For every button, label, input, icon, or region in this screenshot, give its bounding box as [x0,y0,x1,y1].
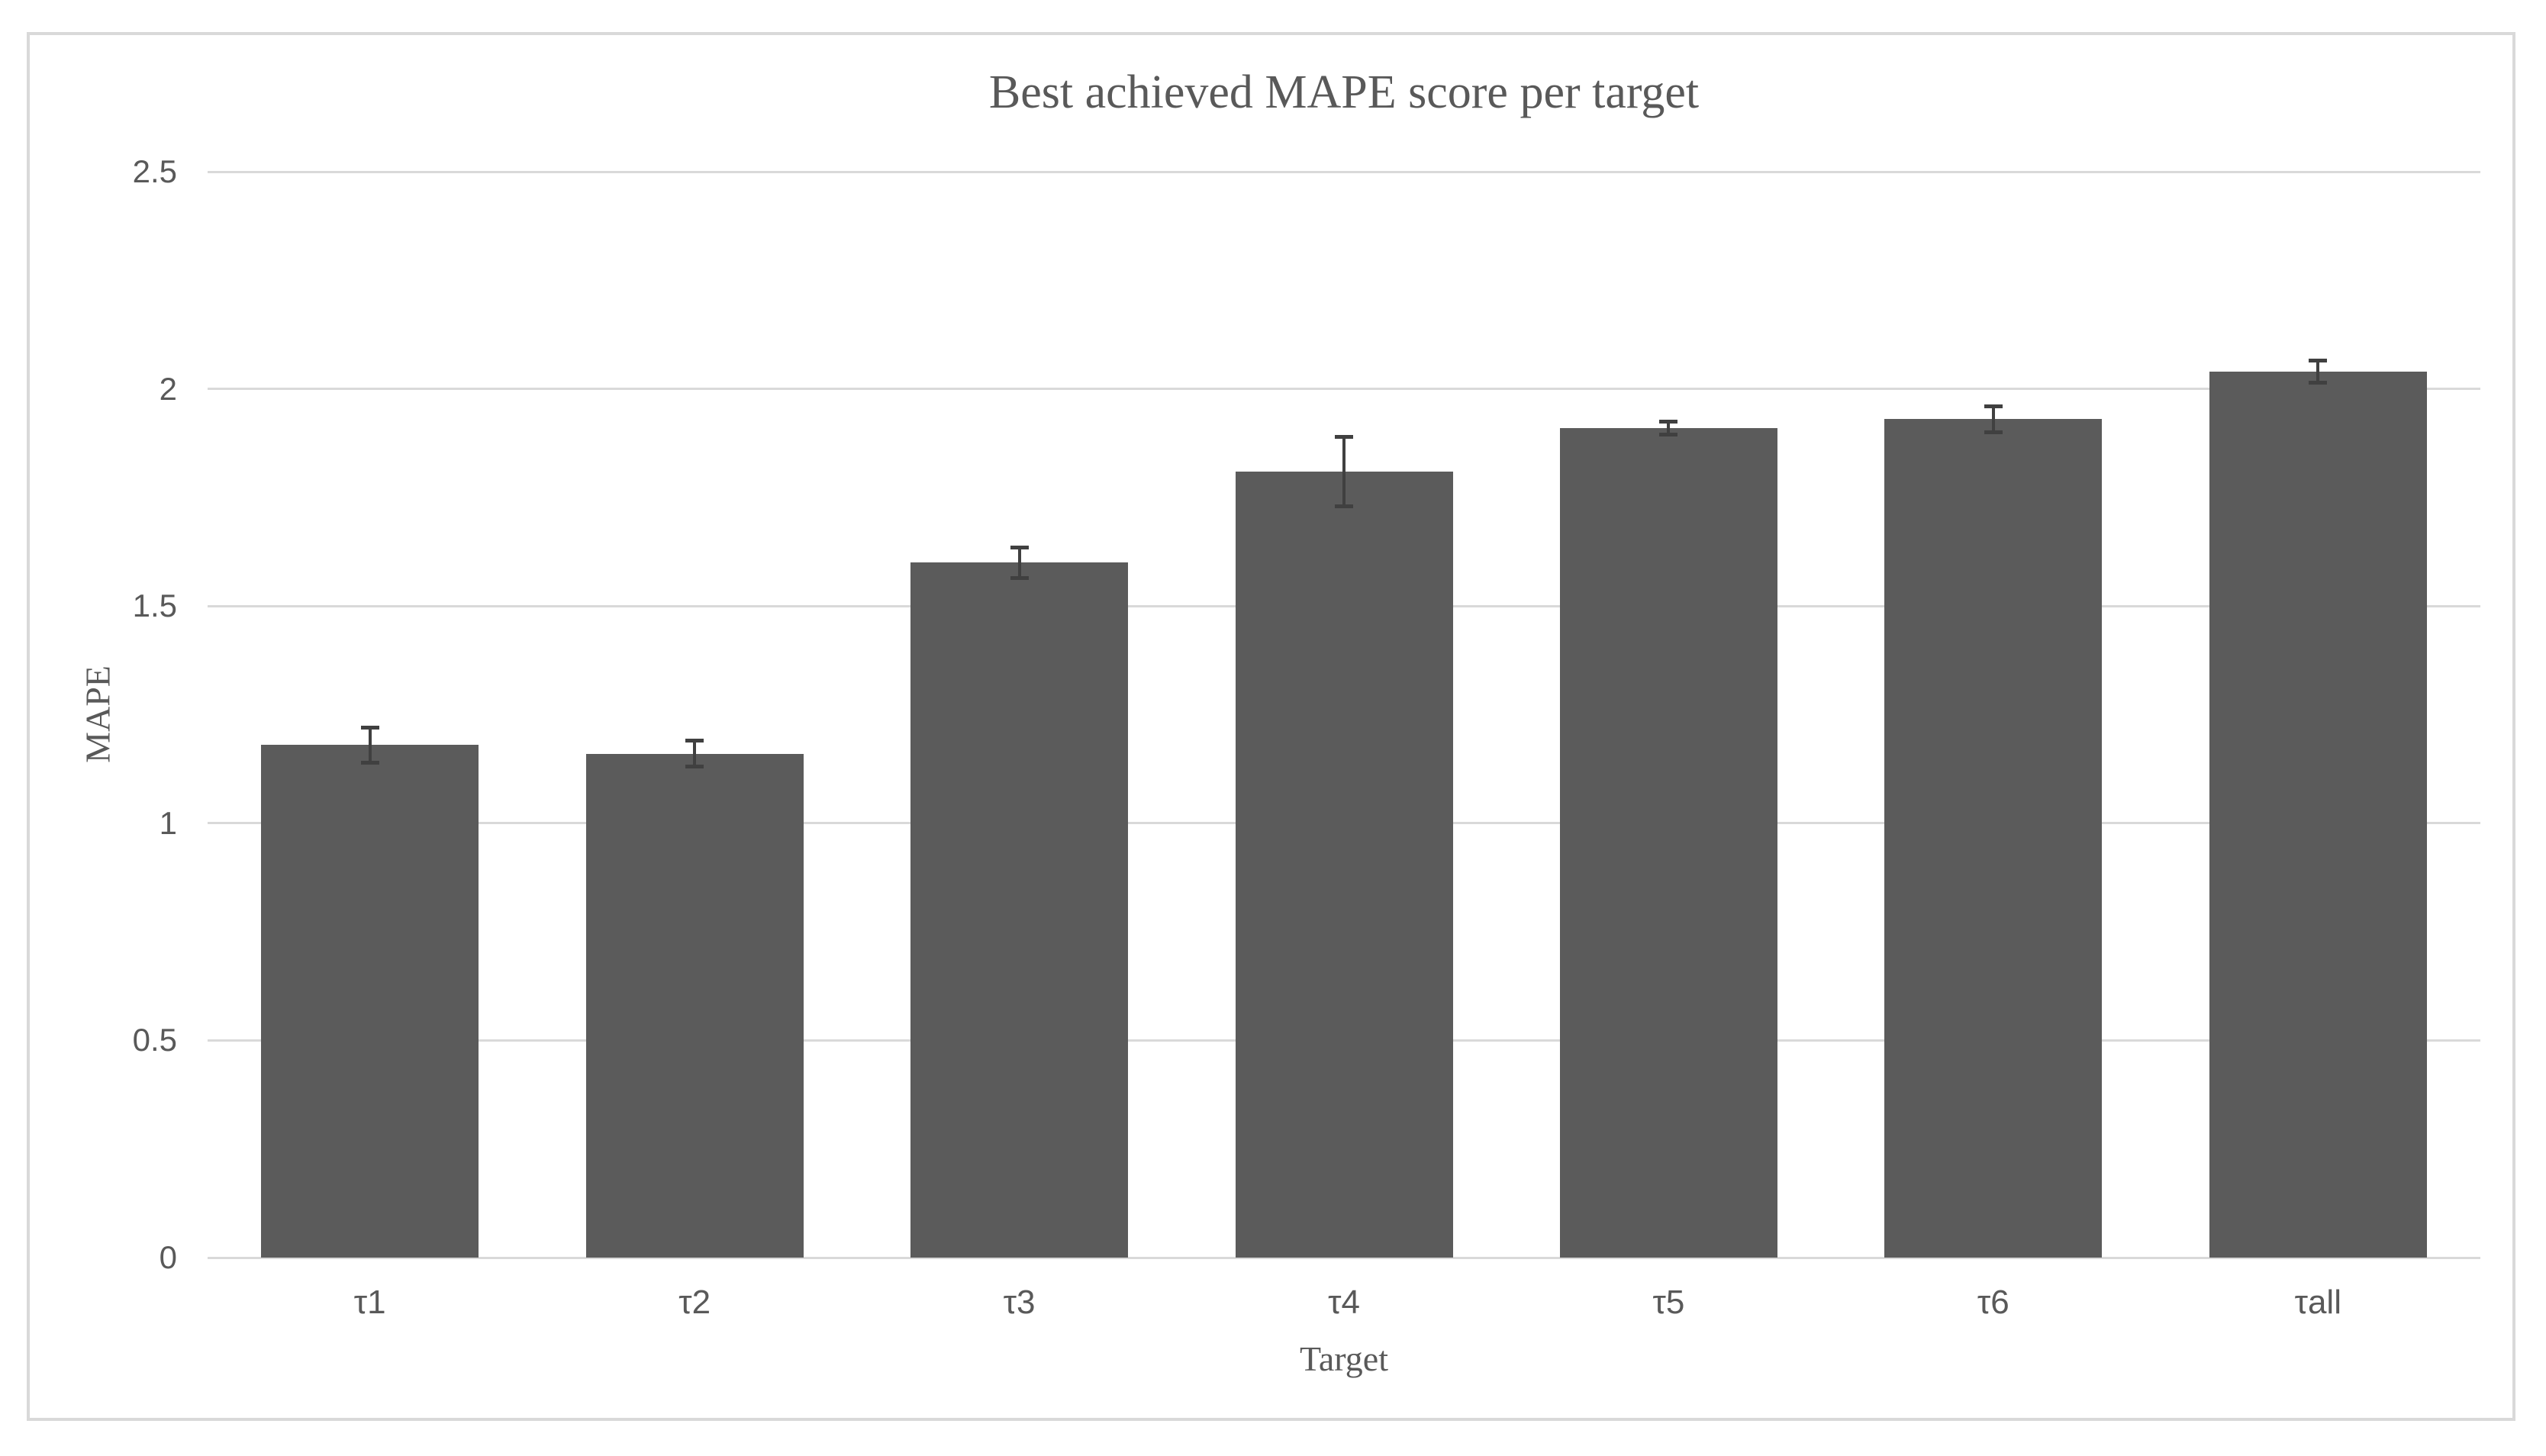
error-bar-cap-bottom-tau-5 [1659,432,1678,436]
error-bar-cap-top-tau-2 [685,739,704,743]
x-tick-label-tau-all: τall [2294,1284,2341,1321]
x-tick-label-tau-1: τ1 [353,1284,386,1321]
bar-tau-5 [1559,427,1777,1258]
error-bar-tau-1 [368,727,372,763]
y-tick-label-2: 2 [159,370,177,407]
y-tick-label-0: 0 [159,1239,177,1275]
error-bar-cap-top-tau-all [2309,359,2328,363]
error-bar-cap-bottom-tau-all [2309,380,2328,385]
error-bar-tau-2 [693,740,697,767]
error-bar-tau-4 [1342,436,1346,507]
gridline-y-2 [208,388,2480,391]
x-tick-label-tau-3: τ3 [1003,1284,1036,1321]
gridline-y-2.5 [208,170,2480,173]
error-bar-cap-bottom-tau-3 [1010,575,1029,580]
error-bar-tau-6 [1991,406,1995,433]
error-bar-cap-top-tau-6 [1984,404,2003,408]
x-axis-title: Target [1300,1339,1388,1378]
error-bar-cap-top-tau-4 [1335,434,1353,439]
error-bar-cap-top-tau-5 [1659,419,1678,424]
bar-tau-2 [585,753,804,1258]
x-tick-label-tau-2: τ2 [678,1284,711,1321]
bar-tau-1 [261,745,479,1258]
error-bar-cap-bottom-tau-1 [360,760,379,765]
error-bar-cap-top-tau-3 [1010,545,1029,549]
y-tick-label-1: 1 [159,804,177,841]
bar-tau-all [2209,371,2427,1258]
error-bar-cap-bottom-tau-2 [685,765,704,769]
error-bar-cap-bottom-tau-4 [1335,504,1353,508]
x-tick-label-tau-4: τ4 [1328,1284,1360,1321]
plot-area [208,170,2480,1259]
x-tick-label-tau-5: τ5 [1652,1284,1685,1321]
bar-tau-6 [1884,419,2103,1258]
bar-tau-3 [910,562,1129,1258]
error-bar-cap-top-tau-1 [360,726,379,730]
x-tick-label-tau-6: τ6 [1977,1284,2009,1321]
y-tick-label-2.5: 2.5 [132,153,177,189]
error-bar-cap-bottom-tau-6 [1984,430,2003,435]
error-bar-tau-3 [1017,547,1021,578]
x-axis-baseline [208,1256,2480,1259]
error-bar-tau-5 [1667,421,1671,435]
chart-title: Best achieved MAPE score per target [988,66,1700,118]
bar-tau-4 [1235,471,1453,1258]
y-axis-title-text: MAPE [78,665,118,763]
y-tick-label-1.5: 1.5 [132,588,177,624]
y-tick-label-0.5: 0.5 [132,1022,177,1058]
error-bar-tau-all [2316,360,2320,383]
